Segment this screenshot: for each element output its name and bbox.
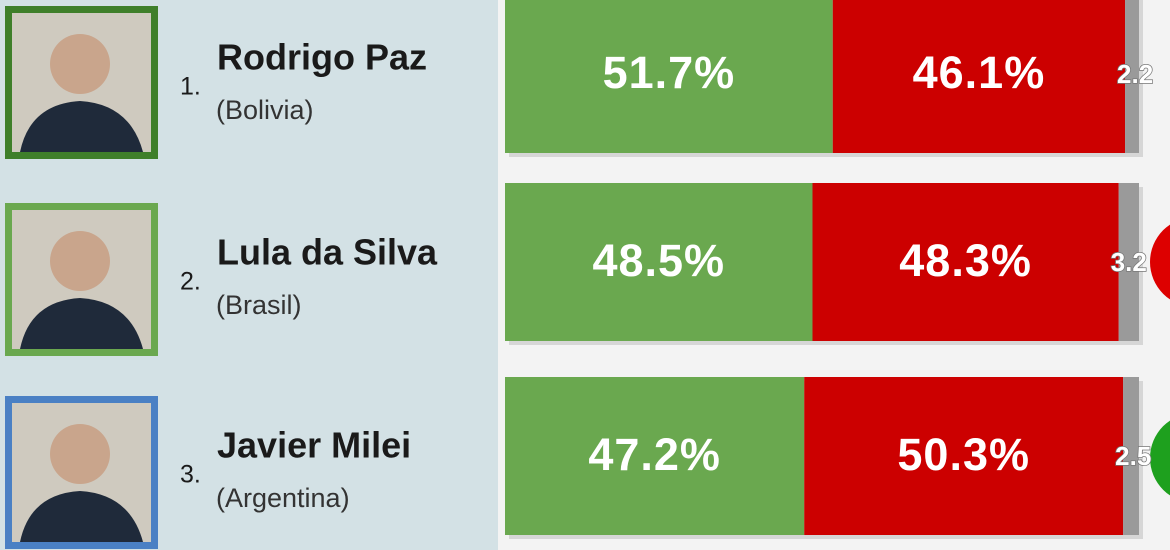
- photo-head: [50, 34, 110, 94]
- value-label: 46.1%: [913, 47, 1046, 98]
- value-label: 48.3%: [899, 235, 1032, 286]
- bar-segment: [1125, 0, 1139, 153]
- trend-indicator: [1150, 224, 1170, 300]
- photo-body: [20, 491, 143, 542]
- bar-segment: [1118, 183, 1139, 341]
- bar-segment: [505, 0, 833, 153]
- value-label: 47.2%: [588, 429, 721, 480]
- value-label: 2.2: [1117, 59, 1153, 89]
- rank: 1.: [180, 73, 201, 101]
- bar-segment: [812, 183, 1119, 341]
- bar-segment: [505, 377, 805, 535]
- country: (Brasil): [216, 290, 302, 320]
- photo-head: [50, 231, 110, 291]
- country: (Argentina): [216, 483, 350, 513]
- bar-segment: [505, 183, 813, 341]
- rank: 3.: [180, 461, 201, 489]
- value-label: 2.5: [1115, 441, 1151, 471]
- name: Lula da Silva: [217, 232, 438, 273]
- rank: 2.: [180, 268, 201, 296]
- photo-body: [20, 298, 143, 349]
- photo-head: [50, 424, 110, 484]
- bar-segment: [832, 0, 1126, 153]
- bar-segment: [804, 377, 1124, 535]
- value-label: 51.7%: [603, 47, 736, 98]
- value-label: 50.3%: [897, 429, 1030, 480]
- trend-indicator: [1150, 420, 1170, 496]
- value-label: 3.2: [1111, 247, 1147, 277]
- country: (Bolivia): [216, 95, 314, 125]
- bar-segment: [1123, 377, 1139, 535]
- name: Javier Milei: [217, 425, 411, 466]
- value-label: 48.5%: [592, 235, 725, 286]
- name: Rodrigo Paz: [217, 37, 427, 78]
- photo-body: [20, 101, 143, 152]
